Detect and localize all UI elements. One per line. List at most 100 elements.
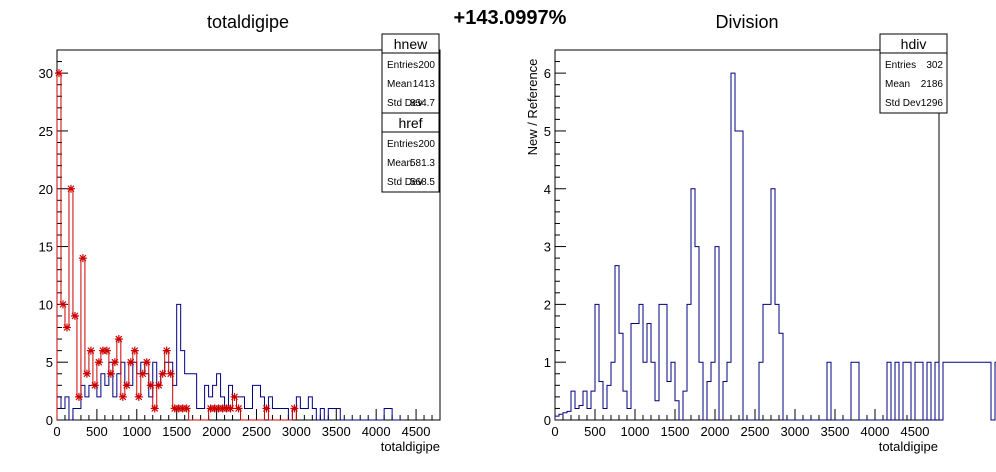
series-href-marker (58, 300, 67, 309)
y-tick-label: 5 (544, 124, 551, 139)
percent-change-label: +143.0997% (454, 7, 567, 29)
stats-row-label: Std Dev (387, 177, 423, 188)
series-href-marker (114, 335, 123, 344)
stats-box-title: hnew (394, 36, 428, 52)
series-href-marker (134, 392, 143, 401)
series-href-marker (138, 369, 147, 378)
stats-row-value: 200 (418, 139, 435, 150)
y-tick-label: 4 (544, 182, 551, 197)
x-tick-label: 500 (584, 424, 606, 439)
left-histogram-panel: totaldigipe totaldigipe 0 500 1000 1500 2000… (39, 12, 441, 454)
y-tick-label: 0 (544, 413, 551, 428)
series-href-marker (126, 358, 135, 367)
x-tick-label: 3500 (821, 424, 850, 439)
right-chart-title: Division (715, 12, 778, 32)
series-href-marker (54, 69, 63, 78)
left-x-axis-label: totaldigipe (381, 439, 440, 454)
y-tick-label: 25 (39, 124, 53, 139)
series-href-marker (182, 404, 191, 413)
stats-row-value: 581.3 (410, 158, 435, 169)
series-href-marker (142, 358, 151, 367)
series-href-marker (166, 369, 175, 378)
y-tick-label: 30 (39, 66, 53, 81)
stats-row-value: 302 (926, 60, 943, 71)
x-tick-label: 4000 (861, 424, 890, 439)
series-href-marker (110, 358, 119, 367)
stats-row-label: Entries (387, 139, 418, 150)
series-href-marker (94, 358, 103, 367)
series-href-marker (122, 381, 131, 390)
stats-row-value: 1413 (413, 79, 436, 90)
y-tick-label: 6 (544, 66, 551, 81)
left-series-layer (54, 69, 405, 421)
x-tick-label: 3500 (322, 424, 351, 439)
y-tick-label: 0 (46, 413, 53, 428)
y-tick-label: 5 (46, 355, 53, 370)
x-tick-label: 500 (86, 424, 108, 439)
x-tick-label: 3000 (781, 424, 810, 439)
stats-row-label: Entries (885, 60, 916, 71)
stats-box-title: href (398, 115, 422, 131)
y-tick-label: 10 (39, 297, 53, 312)
stats-row-value: 834.7 (410, 98, 435, 109)
y-tick-label: 15 (39, 240, 53, 255)
series-href-marker (118, 392, 127, 401)
series-href-marker (106, 369, 115, 378)
stats-row-label: Entries (387, 60, 418, 71)
series-href-marker (82, 369, 91, 378)
series-href-marker (158, 369, 167, 378)
x-tick-label: 4000 (362, 424, 391, 439)
stats-row-label: Mean (885, 79, 910, 90)
series-href-marker (234, 404, 243, 413)
stats-row-label: Mean (387, 158, 412, 169)
stats-row-value: 200 (418, 60, 435, 71)
series-href-marker (230, 392, 239, 401)
series-href-marker (150, 404, 159, 413)
right-series-layer (554, 72, 996, 421)
x-tick-label: 2500 (242, 424, 271, 439)
series-href-marker (102, 346, 111, 355)
series-href-marker (70, 311, 79, 320)
series-href-marker (74, 392, 83, 401)
series-href-marker (78, 254, 87, 263)
stats-row-value: 1296 (921, 98, 944, 109)
series-href-marker (262, 404, 271, 413)
series-href-marker (62, 323, 71, 332)
x-tick-label: 0 (551, 424, 558, 439)
right-x-axis-label: totaldigipe (879, 439, 938, 454)
series-hdiv-step-line (554, 72, 996, 421)
series-href-marker (226, 404, 235, 413)
left-chart-title: totaldigipe (207, 12, 289, 32)
series-href-marker (90, 381, 99, 390)
x-tick-label: 2500 (741, 424, 770, 439)
series-href-marker (154, 381, 163, 390)
y-tick-label: 20 (39, 182, 53, 197)
y-tick-label: 2 (544, 297, 551, 312)
x-tick-label: 2000 (202, 424, 231, 439)
stats-row-label: Mean (387, 79, 412, 90)
right-axis-ticks: 0 500 1000 1500 2000 2500 3000 3500 4000 4500 0 1 2 3… (544, 49, 940, 439)
x-tick-label: 1500 (661, 424, 690, 439)
y-tick-label: 1 (544, 355, 551, 370)
series-href-marker (86, 346, 95, 355)
y-tick-label: 3 (544, 240, 551, 255)
x-tick-label: 4500 (402, 424, 431, 439)
series-href-marker (162, 346, 171, 355)
stats-row-value: 2186 (921, 79, 944, 90)
series-href-marker (130, 346, 139, 355)
series-href-marker (290, 404, 299, 413)
x-tick-label: 1000 (122, 424, 151, 439)
right-division-panel: Division totaldigipe New / Reference 0 50… (525, 12, 996, 454)
stats-box-title: hdiv (901, 36, 927, 52)
x-tick-label: 0 (53, 424, 60, 439)
x-tick-label: 1000 (621, 424, 650, 439)
series-hnew-step-line (56, 303, 405, 421)
x-tick-label: 2000 (701, 424, 730, 439)
stats-row-label: Std Dev (387, 98, 423, 109)
right-y-axis-label: New / Reference (525, 59, 540, 156)
